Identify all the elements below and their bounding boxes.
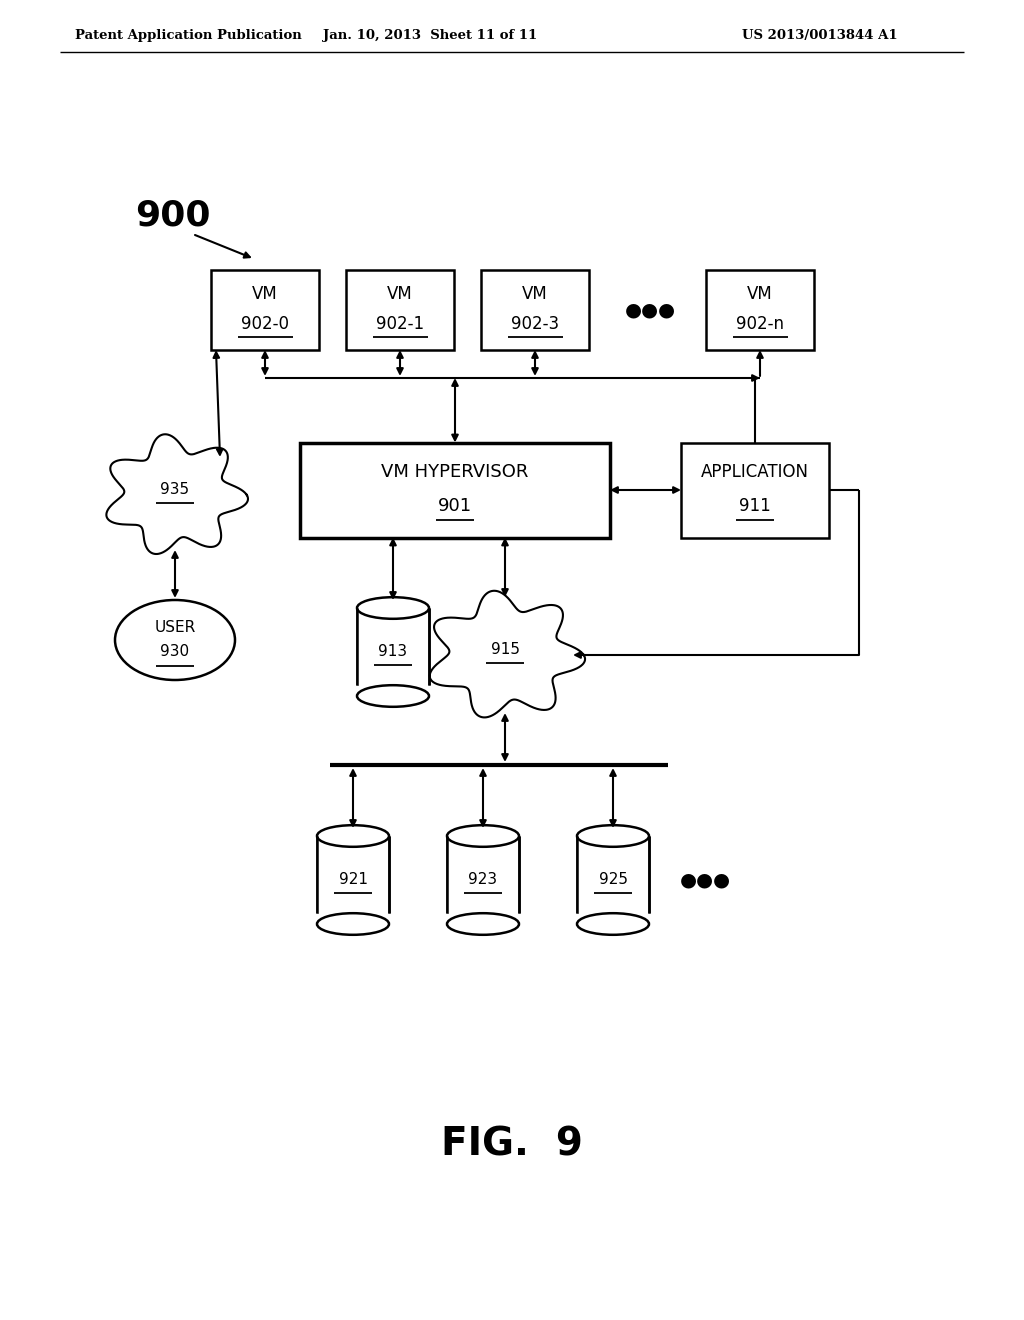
Bar [357, 609, 429, 696]
Text: 921: 921 [339, 873, 368, 887]
Text: 911: 911 [739, 498, 771, 515]
Bar [211, 271, 319, 350]
Text: Patent Application Publication: Patent Application Publication [75, 29, 302, 41]
Text: 902-3: 902-3 [511, 315, 559, 333]
Bar [449, 836, 518, 913]
Bar [706, 271, 814, 350]
Ellipse shape [577, 913, 649, 935]
Bar [346, 271, 454, 350]
Text: FIG.  9: FIG. 9 [441, 1126, 583, 1164]
Text: Jan. 10, 2013  Sheet 11 of 11: Jan. 10, 2013 Sheet 11 of 11 [323, 29, 538, 41]
Text: 913: 913 [379, 644, 408, 660]
Text: 915: 915 [490, 642, 519, 656]
Text: 902-0: 902-0 [241, 315, 289, 333]
Text: VM HYPERVISOR: VM HYPERVISOR [381, 463, 528, 480]
Bar [577, 836, 649, 924]
Text: 930: 930 [161, 644, 189, 660]
Text: VM: VM [748, 285, 773, 304]
Ellipse shape [357, 597, 429, 619]
Bar [481, 271, 589, 350]
Bar [317, 836, 389, 924]
Ellipse shape [577, 825, 649, 847]
Polygon shape [106, 434, 248, 554]
Ellipse shape [357, 685, 429, 706]
Text: VM: VM [387, 285, 413, 304]
Text: 923: 923 [468, 873, 498, 887]
Text: ●●●: ●●● [680, 870, 730, 890]
Ellipse shape [115, 601, 234, 680]
Text: 925: 925 [598, 873, 628, 887]
Text: VM: VM [252, 285, 278, 304]
Text: VM: VM [522, 285, 548, 304]
Bar [318, 836, 388, 913]
Text: 902-n: 902-n [736, 315, 784, 333]
Ellipse shape [447, 825, 519, 847]
Ellipse shape [447, 913, 519, 935]
Text: APPLICATION: APPLICATION [701, 463, 809, 480]
Bar [447, 836, 519, 924]
Text: USER: USER [155, 620, 196, 635]
Ellipse shape [317, 825, 389, 847]
Bar [578, 836, 648, 913]
Text: 902-1: 902-1 [376, 315, 424, 333]
Text: 935: 935 [161, 482, 189, 496]
Polygon shape [430, 591, 585, 717]
Text: US 2013/0013844 A1: US 2013/0013844 A1 [742, 29, 898, 41]
Text: ●●●: ●●● [625, 301, 676, 319]
Bar [300, 442, 610, 537]
Bar [358, 609, 428, 685]
Ellipse shape [317, 913, 389, 935]
Bar [681, 442, 829, 537]
Text: 900: 900 [135, 198, 211, 232]
Text: 901: 901 [438, 498, 472, 515]
